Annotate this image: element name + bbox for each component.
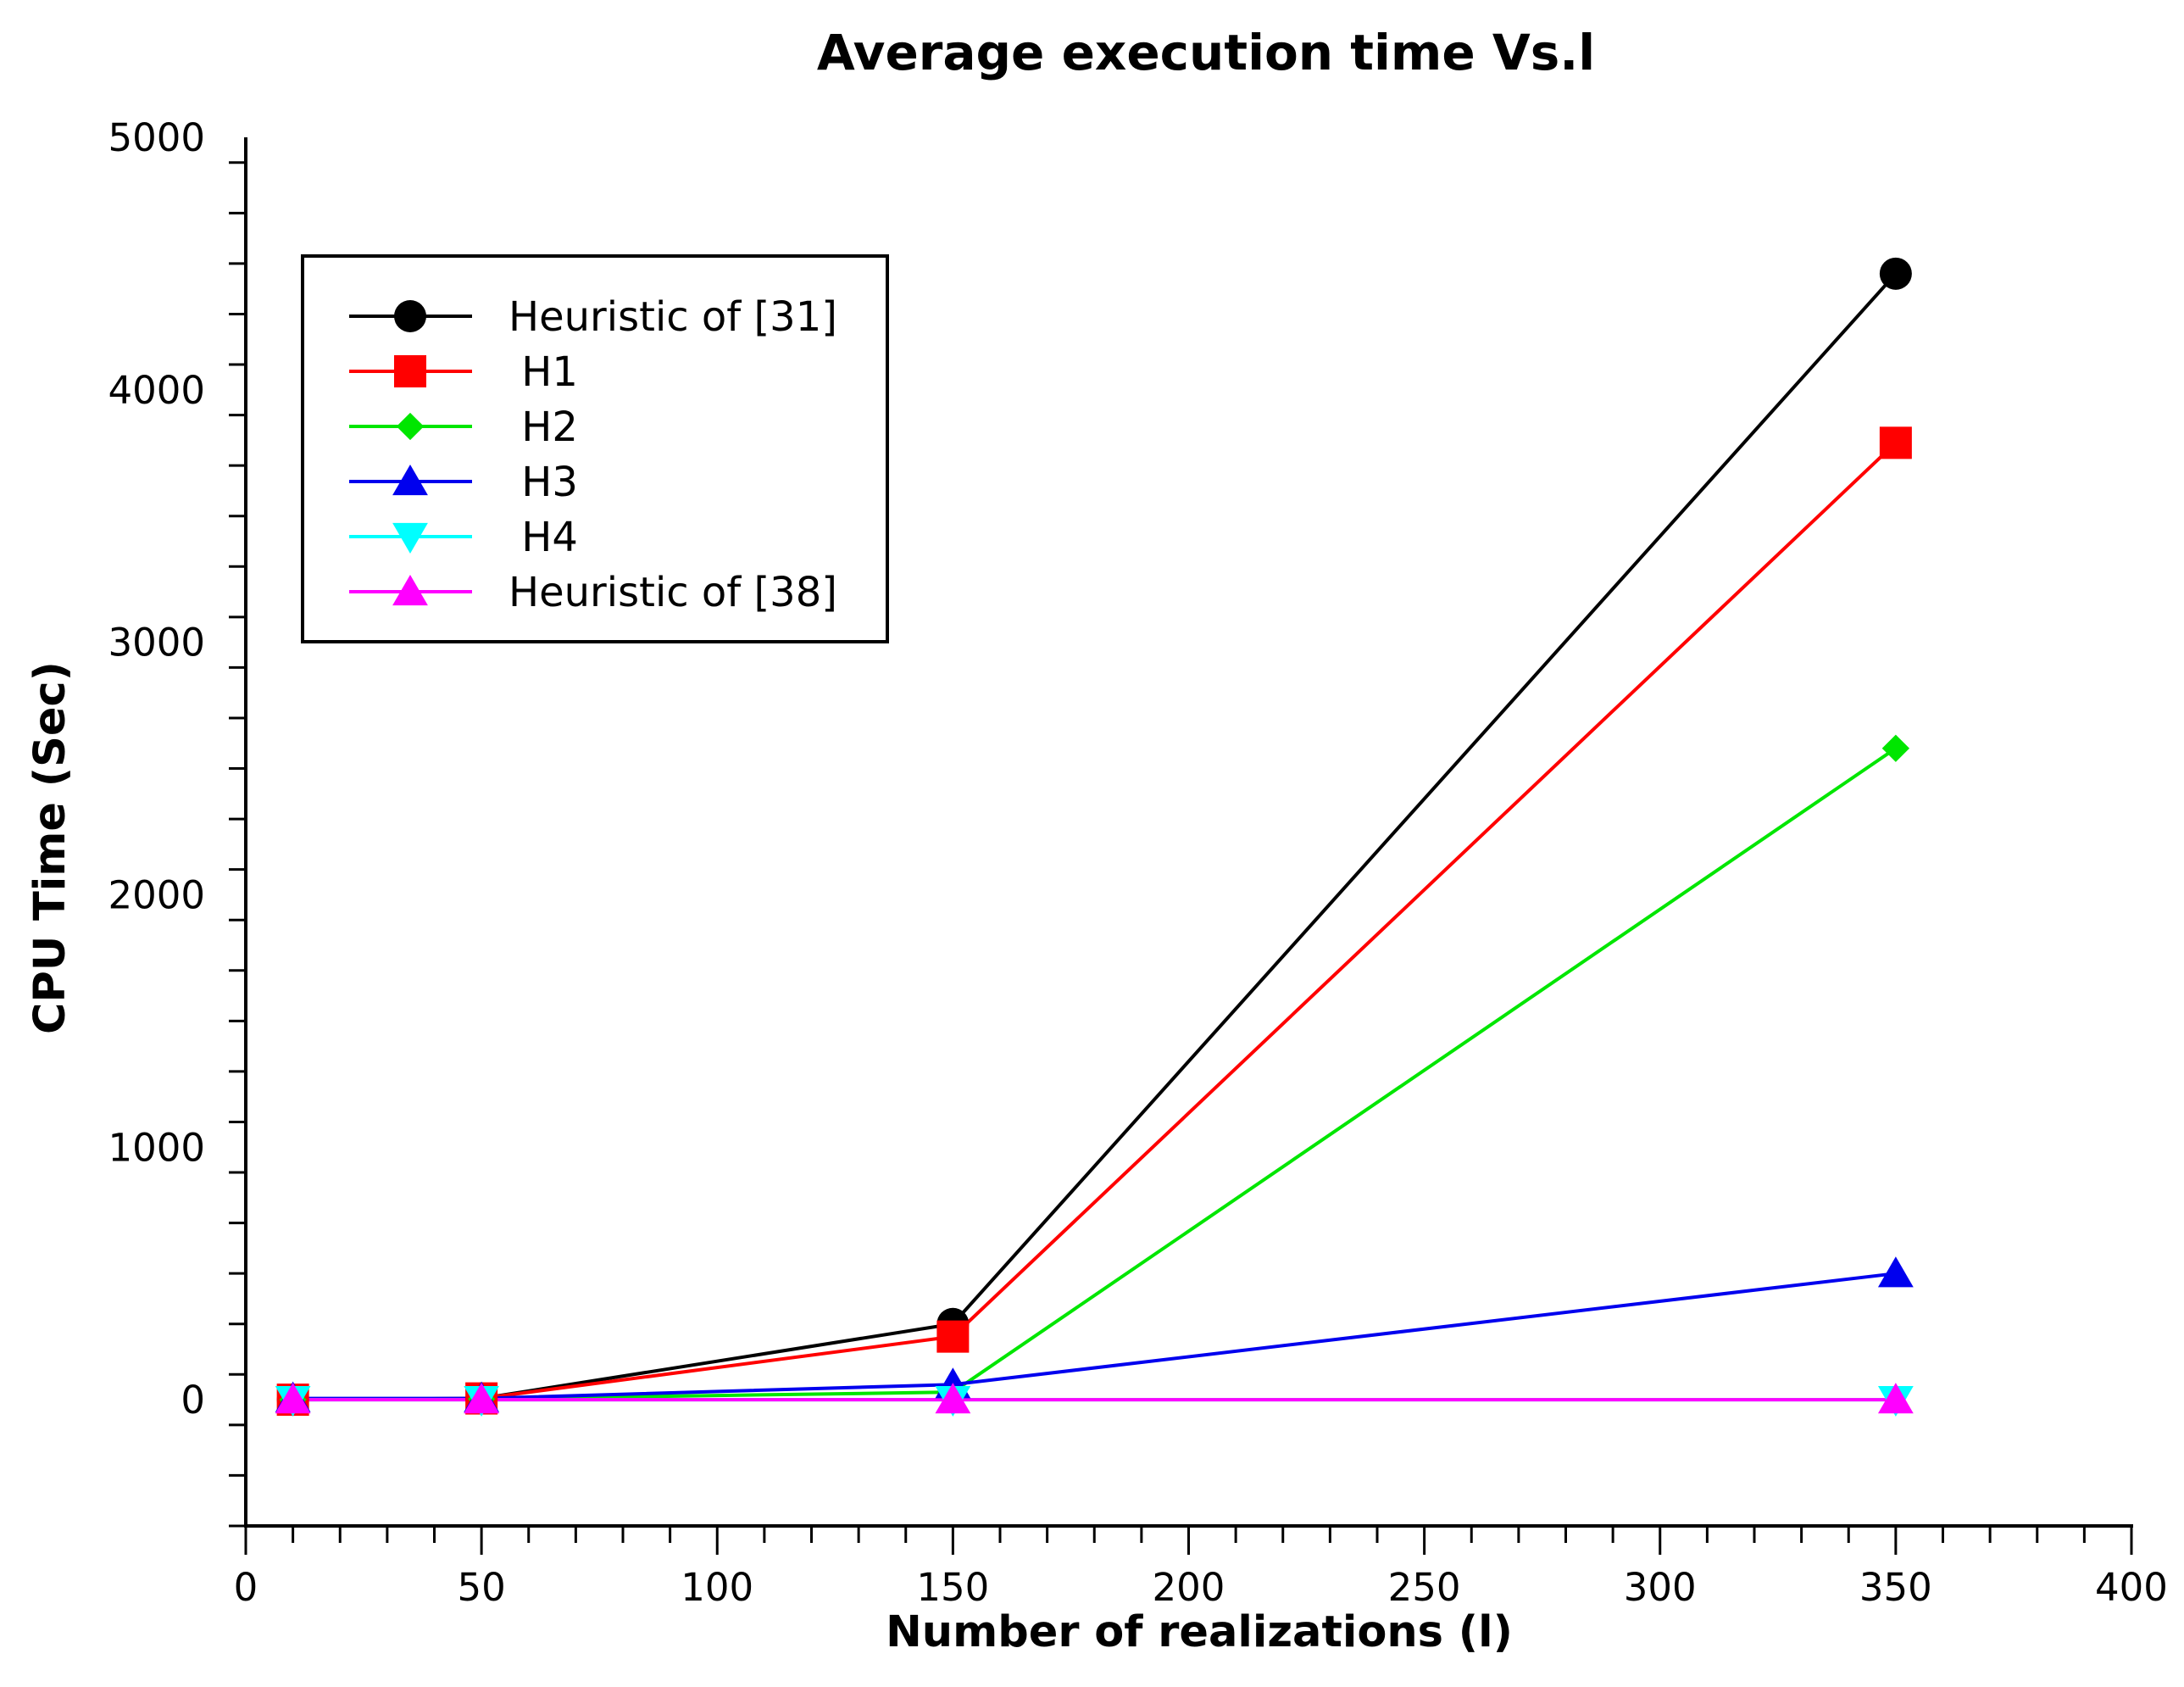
- legend-marker: [394, 355, 426, 387]
- legend-label: Heuristic of [38]: [508, 569, 837, 616]
- legend-label: H1: [508, 348, 578, 396]
- legend: Heuristic of [31] H1 H2 H3 H4 Heuristic o…: [301, 254, 889, 643]
- legend-label: H4: [508, 514, 578, 561]
- legend-marker: [392, 465, 428, 496]
- y-tick-label: 0: [181, 1378, 205, 1423]
- x-tick-label: 400: [2095, 1565, 2168, 1610]
- x-tick-label: 0: [234, 1565, 258, 1610]
- chart-title: Average execution time Vs.l: [817, 24, 1595, 81]
- y-tick-label: 2000: [108, 872, 205, 917]
- data-point: [464, 1383, 500, 1414]
- y-tick-label: 4000: [108, 368, 205, 413]
- axes: 0 50 100 150 200 250 300 350 4000100020003000400…: [108, 115, 2167, 1610]
- data-point: [936, 1320, 970, 1353]
- x-tick-label: 150: [916, 1565, 989, 1610]
- x-axis-label: Number of realizations (l): [886, 1607, 1513, 1657]
- x-tick-label: 100: [681, 1565, 753, 1610]
- legend-marker: [396, 412, 425, 441]
- data-point: [1881, 734, 1910, 762]
- x-tick-label: 350: [1859, 1565, 1932, 1610]
- y-tick-label: 3000: [108, 621, 205, 665]
- y-tick-label: 1000: [108, 1125, 205, 1170]
- data-point: [935, 1383, 971, 1414]
- y-axis-label: CPU Time (Sec): [25, 661, 75, 1034]
- legend-label: Heuristic of [31]: [508, 293, 837, 341]
- legend-marker: [392, 575, 428, 606]
- x-tick-label: 250: [1388, 1565, 1461, 1610]
- data-point: [1879, 426, 1912, 459]
- legend-label: H2: [508, 404, 578, 451]
- legend-marker: [394, 300, 426, 332]
- x-tick-label: 200: [1153, 1565, 1225, 1610]
- x-tick-label: 50: [457, 1565, 505, 1610]
- y-tick-label: 5000: [108, 115, 205, 160]
- x-tick-label: 300: [1624, 1565, 1697, 1610]
- series-markers: [275, 257, 1914, 1417]
- data-point: [1877, 1256, 1914, 1288]
- data-point: [1879, 257, 1912, 290]
- series-line: [292, 1272, 1897, 1400]
- data-point: [275, 1383, 311, 1414]
- series-lines: [292, 272, 1898, 1402]
- data-point: [1877, 1383, 1914, 1414]
- legend-label: H3: [508, 459, 578, 506]
- legend-marker: [392, 522, 428, 554]
